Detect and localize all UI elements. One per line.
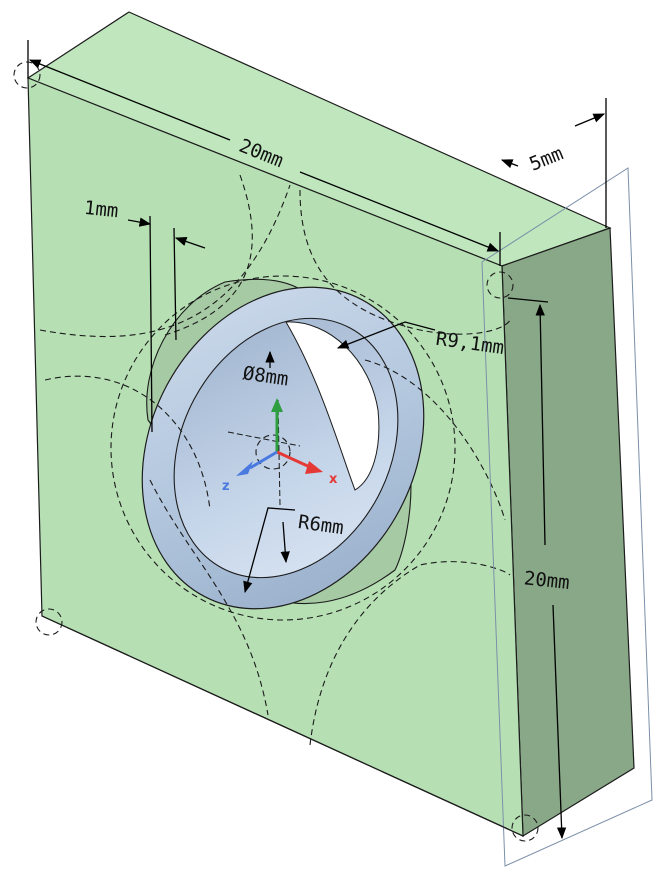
front-bottom-edge (41, 615, 524, 837)
axis-x-arrow (305, 461, 323, 474)
selection-outline (481, 167, 653, 867)
axis-x-label: x (329, 472, 338, 487)
dimension-height[interactable]: 20mm (507, 297, 571, 840)
center-crosshair (227, 399, 301, 506)
dimension-height-label: 20mm (523, 567, 571, 594)
axis-z-arrow (236, 461, 253, 476)
axis-x-line (276, 450, 313, 470)
dimension-step[interactable]: 1mm (83, 197, 206, 433)
axis-y-arrow (271, 398, 283, 412)
dimension-thickness-label: 5mm (526, 142, 566, 175)
dimension-step-label: 1mm (83, 197, 119, 222)
construction-geometry (13, 61, 539, 842)
block-side-face[interactable] (501, 227, 635, 838)
axis-triad[interactable]: x z (222, 398, 338, 494)
axis-z-line (249, 450, 278, 470)
axis-z-label: z (222, 479, 230, 494)
